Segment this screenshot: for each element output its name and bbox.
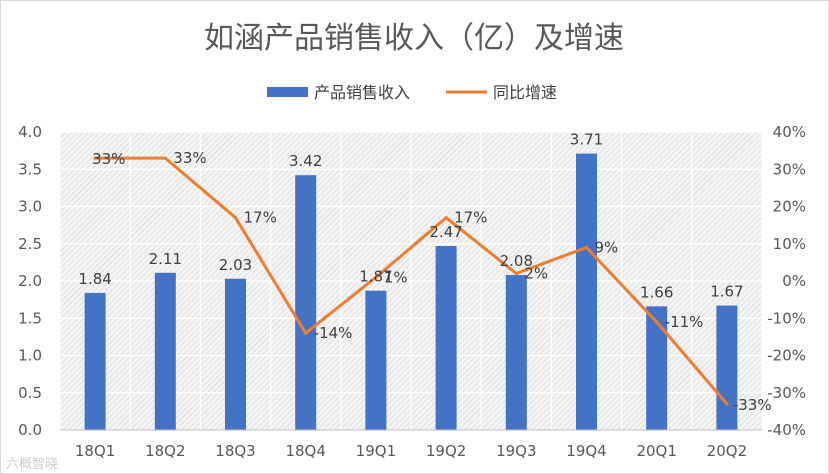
growth-value-label: 1% xyxy=(384,268,408,286)
growth-point-19Q2 xyxy=(444,216,448,220)
x-tick-label: 20Q1 xyxy=(636,442,676,460)
growth-point-18Q2 xyxy=(163,156,167,160)
y-left-tick-label: 1.5 xyxy=(18,309,42,327)
bar-18Q3 xyxy=(225,278,246,430)
growth-point-18Q1 xyxy=(93,156,97,160)
y-left-tick-label: 0.0 xyxy=(18,421,42,439)
legend: 产品销售收入 同比增速 xyxy=(267,83,557,102)
growth-value-label: 17% xyxy=(244,209,277,227)
growth-point-19Q4 xyxy=(584,245,589,250)
y-right-tick-label: 20% xyxy=(773,198,806,216)
y-left-tick-label: 2.0 xyxy=(18,272,42,290)
growth-point-18Q3 xyxy=(233,216,238,220)
bar-value-label: 3.42 xyxy=(289,152,322,170)
x-tick-label: 18Q2 xyxy=(145,442,185,460)
watermark: 六概智晓 xyxy=(6,457,58,472)
bar-19Q3 xyxy=(505,275,527,430)
line-series xyxy=(93,156,729,406)
y-right-tick-label: -30% xyxy=(767,384,806,402)
y-left-tick-label: 1.0 xyxy=(18,347,42,365)
bar-18Q1 xyxy=(84,292,106,430)
x-tick-label: 19Q2 xyxy=(426,442,466,460)
bar-value-label: 2.08 xyxy=(500,252,533,270)
y-right-tick-label: -40% xyxy=(767,421,806,439)
bar-value-label: 1.67 xyxy=(710,283,743,301)
y-right-tick-label: 0% xyxy=(782,272,806,290)
x-tick-label: 18Q4 xyxy=(285,442,325,460)
growth-value-label: 33% xyxy=(173,149,206,167)
bar-value-label: 1.66 xyxy=(640,283,673,301)
y-right-tick-label: 30% xyxy=(773,160,806,178)
legend-swatch-bar xyxy=(267,87,308,97)
x-tick-label: 19Q1 xyxy=(356,442,396,460)
y-left-tick-label: 0.5 xyxy=(18,384,42,402)
y-right-tick-label: 10% xyxy=(773,235,806,253)
growth-value-label: 2% xyxy=(524,265,548,283)
growth-value-label: -33% xyxy=(733,396,772,414)
growth-point-18Q4 xyxy=(304,331,308,335)
chart-title: 如涵产品销售收入（亿）及增速 xyxy=(204,21,624,56)
x-tick-label: 19Q3 xyxy=(496,442,536,460)
growth-value-label: -11% xyxy=(665,313,704,331)
growth-value-label: -14% xyxy=(314,324,353,342)
y-left-tick-label: 4.0 xyxy=(18,123,42,141)
legend-label-line: 同比增速 xyxy=(493,83,557,102)
bar-18Q4 xyxy=(295,175,317,430)
y-right-tick-label: -20% xyxy=(767,347,806,365)
y-left-tick-label: 3.5 xyxy=(18,160,42,178)
bar-value-label: 1.84 xyxy=(78,270,111,288)
bar-20Q1 xyxy=(646,306,668,430)
y-left-tick-label: 3.0 xyxy=(18,198,42,216)
growth-point-20Q2 xyxy=(725,402,729,406)
bar-value-label: 2.03 xyxy=(219,256,252,274)
growth-point-19Q3 xyxy=(514,271,518,276)
growth-value-label: 9% xyxy=(595,238,619,256)
growth-point-20Q1 xyxy=(655,320,659,324)
bar-18Q2 xyxy=(154,272,176,430)
bar-series xyxy=(84,153,738,431)
growth-line xyxy=(93,156,729,406)
bar-19Q2 xyxy=(435,245,457,430)
legend-label-bar: 产品销售收入 xyxy=(314,83,410,102)
y-left-tick-label: 2.5 xyxy=(18,235,42,253)
bar-value-label: 2.47 xyxy=(429,223,462,241)
y-right-tick-label: -10% xyxy=(767,309,806,327)
x-tick-label: 18Q1 xyxy=(75,442,115,460)
growth-point-19Q1 xyxy=(374,275,378,279)
bar-19Q1 xyxy=(365,290,387,430)
x-tick-label: 19Q4 xyxy=(566,442,606,460)
axes: 0.0 0.5 1.0 1.5 2.0 2.5 3.0 3.5 4.0 -40% -30% -20% -… xyxy=(18,123,806,460)
bar-value-label: 2.11 xyxy=(149,250,182,268)
growth-value-label: 33% xyxy=(92,150,125,168)
x-tick-label: 18Q3 xyxy=(215,442,255,460)
bar-value-label: 3.71 xyxy=(570,131,603,149)
growth-value-label: 17% xyxy=(454,209,487,227)
bar-value-label: 1.87 xyxy=(359,268,392,286)
bar-19Q4 xyxy=(576,153,597,431)
x-tick-label: 20Q2 xyxy=(707,442,747,460)
data-labels: 1.84 2.11 2.03 3.42 1.87 2.47 2.08 3.71 1.66 1.67… xyxy=(78,131,771,414)
y-right-tick-label: 40% xyxy=(773,123,806,141)
